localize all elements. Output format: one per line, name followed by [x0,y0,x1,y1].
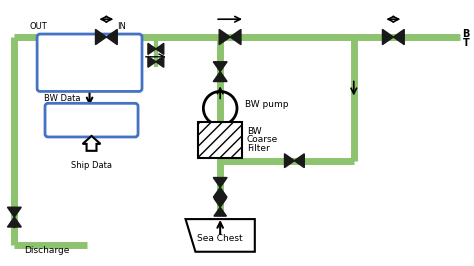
FancyBboxPatch shape [37,34,142,92]
Text: Management: Management [62,57,117,66]
Text: B: B [463,29,470,39]
Polygon shape [106,30,117,45]
Text: Sea Chest: Sea Chest [197,234,243,243]
FancyArrow shape [82,136,100,151]
Polygon shape [8,207,21,217]
Text: Filter: Filter [247,144,270,153]
Polygon shape [213,72,227,82]
Polygon shape [148,56,156,67]
Polygon shape [294,154,304,168]
Text: Controller: Controller [68,115,116,125]
Polygon shape [207,125,233,135]
Polygon shape [393,30,404,45]
Polygon shape [219,30,230,45]
Text: System: System [72,69,108,79]
Polygon shape [8,217,21,227]
Text: BW: BW [82,47,98,56]
Polygon shape [213,62,227,72]
Polygon shape [284,154,294,168]
Polygon shape [214,207,227,216]
Text: BW: BW [247,127,262,135]
Text: OUT: OUT [29,22,47,31]
Polygon shape [156,43,164,55]
Polygon shape [156,56,164,67]
Text: IN: IN [117,22,126,31]
Polygon shape [213,188,227,197]
Text: Coarse: Coarse [247,135,278,144]
Polygon shape [148,43,156,55]
Text: Ship Data: Ship Data [71,161,112,170]
Text: BW pump: BW pump [245,100,288,109]
Polygon shape [383,30,393,45]
Text: BW Data: BW Data [44,94,81,103]
Bar [199,122,242,158]
Text: Discharge: Discharge [24,246,70,255]
FancyBboxPatch shape [45,103,138,137]
Polygon shape [95,30,106,45]
Polygon shape [230,30,241,45]
Polygon shape [213,177,227,188]
Polygon shape [214,198,227,207]
Text: T: T [463,38,469,48]
